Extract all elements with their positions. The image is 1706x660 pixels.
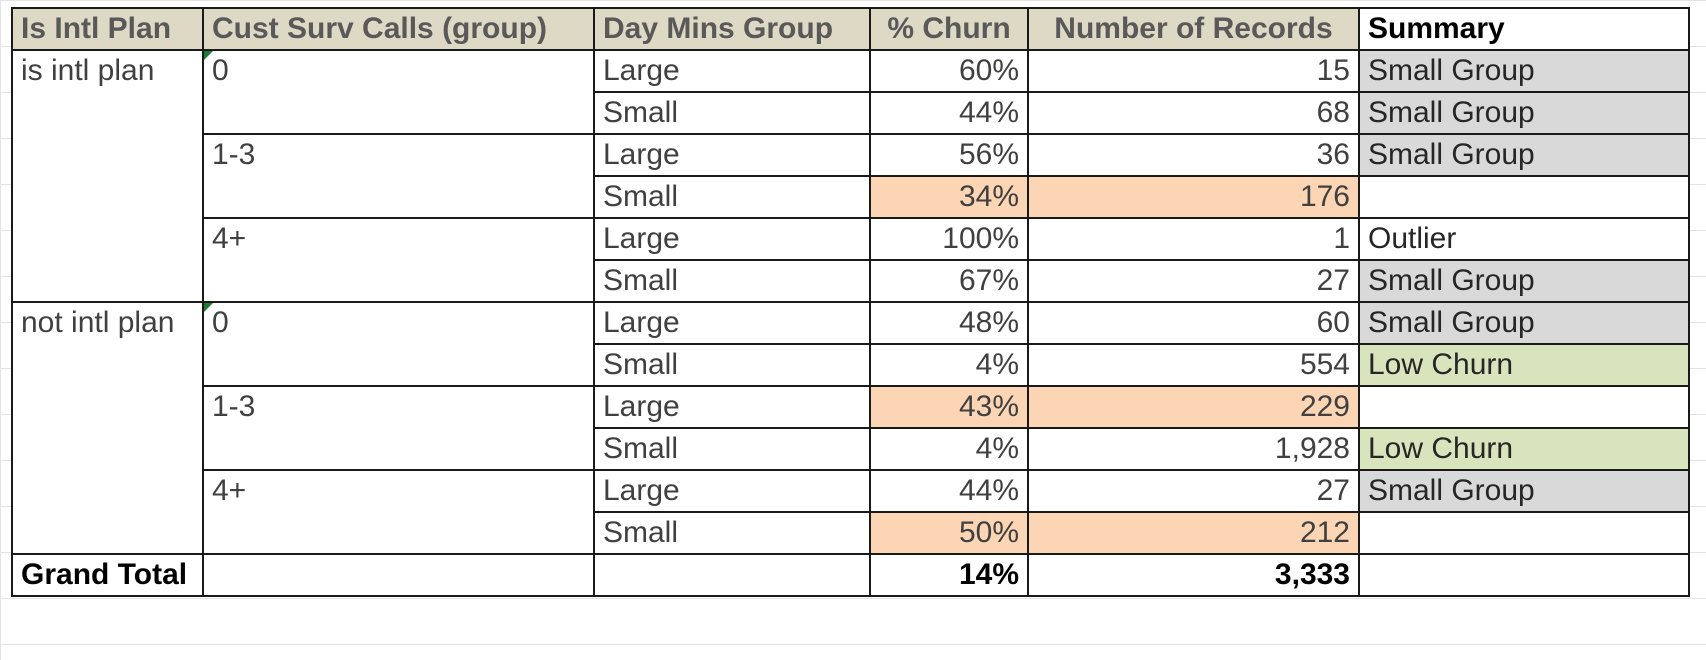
cust-calls-cell[interactable]: 1-3	[202, 385, 595, 471]
summary-cell[interactable]: Small Group	[1358, 259, 1690, 303]
day-mins-cell[interactable]: Small	[593, 259, 871, 303]
table-row: Small 67% 27 Small Group	[12, 259, 1690, 303]
header-cust-calls[interactable]: Cust Surv Calls (group)	[202, 7, 595, 51]
records-cell[interactable]: 1	[1027, 217, 1360, 261]
cust-calls-cell[interactable]: 0	[202, 301, 595, 387]
day-mins-cell[interactable]: Large	[593, 217, 871, 261]
grand-total-row: Grand Total 14% 3,333	[11, 553, 1690, 597]
header-summary[interactable]: Summary	[1358, 7, 1690, 51]
summary-cell[interactable]: Small Group	[1358, 301, 1690, 345]
day-mins-cell[interactable]: Small	[593, 511, 871, 555]
summary-cell[interactable]: Small Group	[1358, 91, 1690, 135]
records-cell[interactable]: 27	[1027, 469, 1360, 513]
day-mins-cell[interactable]: Large	[593, 133, 871, 177]
cust-calls-label: 0	[212, 306, 229, 339]
grand-total-churn[interactable]: 14%	[869, 553, 1029, 597]
cust-calls-label: 4+	[212, 474, 247, 507]
grand-total-label[interactable]: Grand Total	[11, 553, 204, 597]
day-mins-cell[interactable]: Large	[593, 301, 871, 345]
table-row: is intl plan 0 Large 60% 15 Small Group	[11, 49, 1690, 303]
churn-cell[interactable]: 4%	[869, 343, 1029, 387]
header-records[interactable]: Number of Records	[1027, 7, 1360, 51]
grand-total-records[interactable]: 3,333	[1027, 553, 1360, 597]
summary-cell[interactable]: Small Group	[1358, 49, 1690, 93]
table-row: Small 4% 554 Low Churn	[12, 343, 1690, 387]
records-cell[interactable]: 68	[1027, 91, 1360, 135]
records-cell[interactable]: 15	[1027, 49, 1360, 93]
churn-cell[interactable]: 67%	[869, 259, 1029, 303]
churn-cell[interactable]: 43%	[869, 385, 1029, 429]
header-row: Is Intl Plan Cust Surv Calls (group) Day…	[11, 7, 1690, 51]
records-cell[interactable]: 1,928	[1027, 427, 1360, 471]
cell-note-indicator-icon	[205, 304, 213, 312]
churn-cell[interactable]: 48%	[869, 301, 1029, 345]
summary-cell[interactable]	[1358, 175, 1690, 219]
summary-cell[interactable]: Low Churn	[1358, 427, 1690, 471]
table-row: 1-3 Large 43% 229	[12, 385, 1690, 471]
churn-cell[interactable]: 60%	[869, 49, 1029, 93]
table-row: Small 50% 212	[12, 511, 1690, 555]
day-mins-cell[interactable]: Small	[593, 175, 871, 219]
header-churn[interactable]: % Churn	[869, 7, 1029, 51]
cust-calls-cell[interactable]: 1-3	[202, 133, 595, 219]
churn-cell[interactable]: 44%	[869, 91, 1029, 135]
cust-calls-label: 0	[212, 54, 229, 87]
day-mins-cell[interactable]: Large	[593, 385, 871, 429]
grand-total-summary-cell[interactable]	[1358, 553, 1690, 597]
cust-calls-label: 1-3	[212, 390, 256, 423]
table-row: not intl plan 0 Large 48% 60 Small Group	[11, 301, 1690, 555]
cust-calls-cell[interactable]: 0	[202, 49, 595, 135]
table-row: 4+ Large 100% 1 Outlier	[12, 217, 1690, 303]
day-mins-cell[interactable]: Large	[593, 49, 871, 93]
cust-calls-label: 4+	[212, 222, 247, 255]
churn-cell[interactable]: 50%	[869, 511, 1029, 555]
cust-calls-cell[interactable]: 4+	[202, 469, 595, 555]
cust-calls-cell[interactable]: 4+	[202, 217, 595, 303]
intl-plan-cell[interactable]: is intl plan	[11, 49, 204, 303]
table-row: Small 34% 176	[12, 175, 1690, 219]
header-day-mins[interactable]: Day Mins Group	[593, 7, 871, 51]
churn-cell[interactable]: 4%	[869, 427, 1029, 471]
cell-note-indicator-icon	[205, 52, 213, 60]
summary-cell[interactable]: Outlier	[1358, 217, 1690, 261]
summary-cell[interactable]	[1358, 511, 1690, 555]
day-mins-cell[interactable]: Large	[593, 469, 871, 513]
summary-cell[interactable]: Small Group	[1358, 469, 1690, 513]
summary-cell[interactable]: Low Churn	[1358, 343, 1690, 387]
summary-cell[interactable]: Small Group	[1358, 133, 1690, 177]
churn-cell[interactable]: 100%	[869, 217, 1029, 261]
day-mins-cell[interactable]: Small	[593, 91, 871, 135]
table-row: 1-3 Large 56% 36 Small Group	[12, 133, 1690, 219]
table-row: Small 4% 1,928 Low Churn	[12, 427, 1690, 471]
pivot-table: Is Intl Plan Cust Surv Calls (group) Day…	[11, 7, 1690, 597]
records-cell[interactable]: 176	[1027, 175, 1360, 219]
table-row: 4+ Large 44% 27 Small Group	[12, 469, 1690, 555]
records-cell[interactable]: 36	[1027, 133, 1360, 177]
records-cell[interactable]: 60	[1027, 301, 1360, 345]
day-mins-cell[interactable]: Small	[593, 427, 871, 471]
grand-total-mins-cell[interactable]	[593, 553, 871, 597]
records-cell[interactable]: 212	[1027, 511, 1360, 555]
records-cell[interactable]: 554	[1027, 343, 1360, 387]
table-row: Small 44% 68 Small Group	[12, 91, 1690, 135]
cust-calls-label: 1-3	[212, 138, 256, 171]
churn-cell[interactable]: 56%	[869, 133, 1029, 177]
summary-cell[interactable]	[1358, 385, 1690, 429]
churn-cell[interactable]: 44%	[869, 469, 1029, 513]
records-cell[interactable]: 229	[1027, 385, 1360, 429]
churn-cell[interactable]: 34%	[869, 175, 1029, 219]
intl-plan-cell[interactable]: not intl plan	[11, 301, 204, 555]
day-mins-cell[interactable]: Small	[593, 343, 871, 387]
header-intl-plan[interactable]: Is Intl Plan	[11, 7, 204, 51]
records-cell[interactable]: 27	[1027, 259, 1360, 303]
grand-total-calls-cell[interactable]	[202, 553, 595, 597]
